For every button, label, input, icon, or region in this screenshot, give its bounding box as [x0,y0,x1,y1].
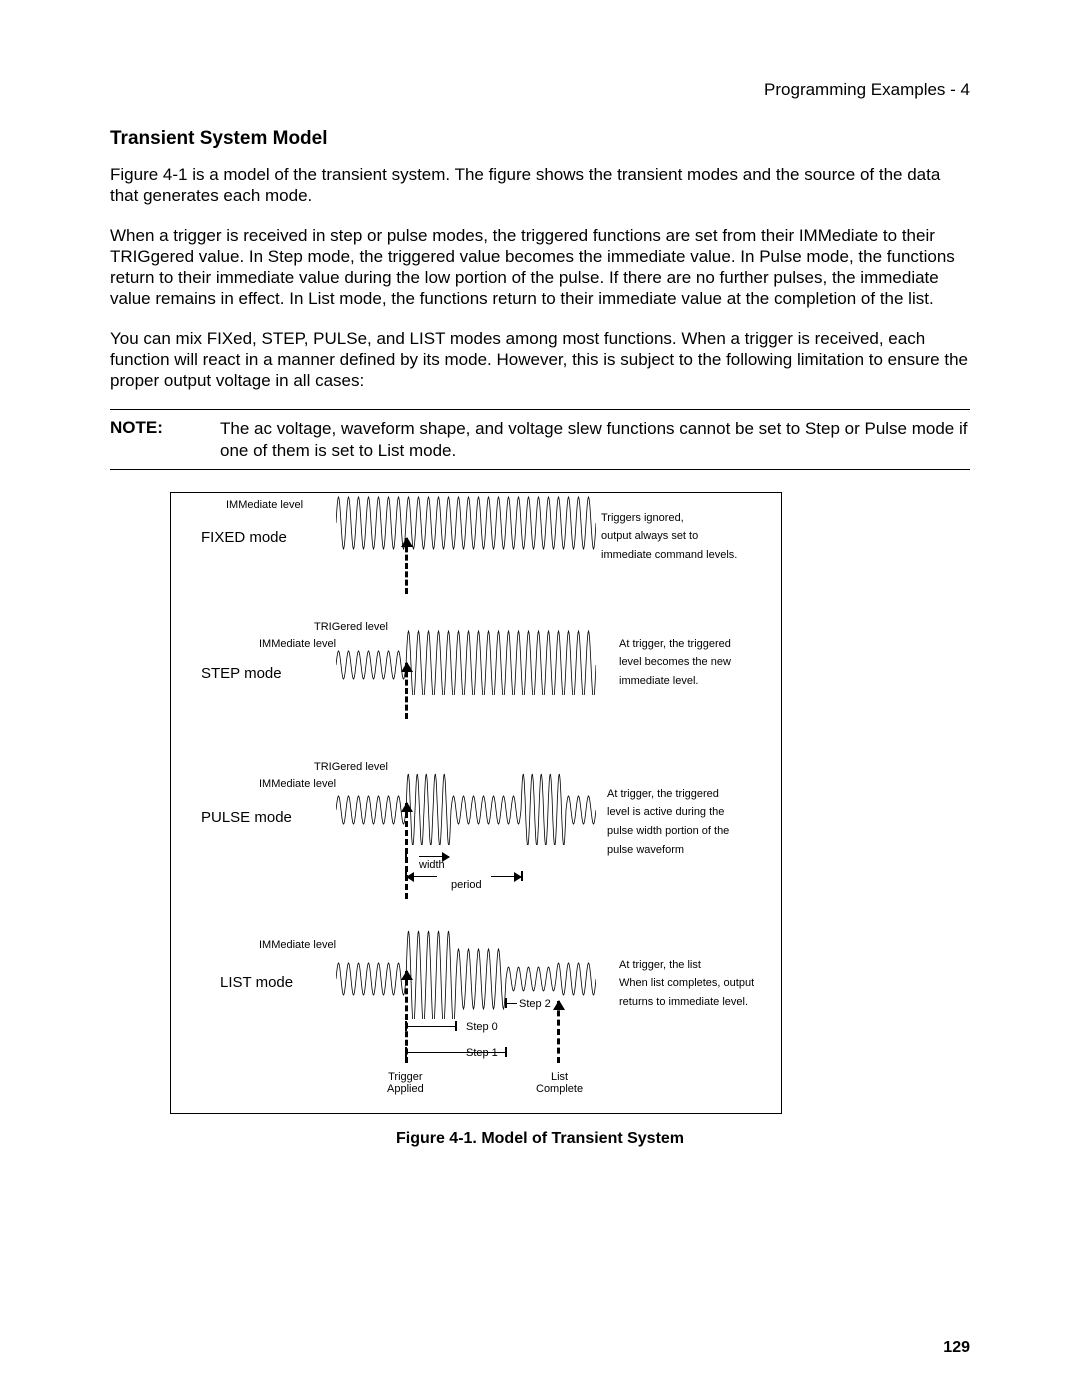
note-block: NOTE: The ac voltage, waveform shape, an… [110,409,970,470]
label-width: width [419,859,445,871]
wave-pulse [336,755,596,845]
trigger-arrow-fixed [405,538,408,594]
mode-fixed: FIXED mode [201,529,287,546]
desc-step: At trigger, the triggered level becomes … [619,635,789,691]
figure-caption: Figure 4-1. Model of Transient System [110,1130,970,1148]
tick-step0-r [455,1021,457,1031]
desc-pulse: At trigger, the triggered level is activ… [607,785,777,860]
arrow-period-left [407,876,437,877]
line-step0 [405,1026,455,1027]
label-period: period [451,879,482,891]
page: Programming Examples - 4 Transient Syste… [0,0,1080,1397]
desc-fixed: Triggers ignored, output always set to i… [601,509,771,565]
mode-pulse: PULSE mode [201,809,292,826]
section-title: Transient System Model [110,128,970,150]
paragraph-1: Figure 4-1 is a model of the transient s… [110,164,970,207]
desc-list: At trigger, the list When list completes… [619,956,789,1012]
note-text: The ac voltage, waveform shape, and volt… [220,418,970,461]
paragraph-3: You can mix FIXed, STEP, PULSe, and LIST… [110,328,970,392]
line-step1 [405,1052,505,1053]
label-immediate-fixed: IMMediate level [226,499,303,511]
wave-step [336,615,596,695]
trigger-arrow-step [405,663,408,719]
label-step1: Step 1 [466,1047,498,1059]
header-chapter: Programming Examples - 4 [110,80,970,100]
tick-step1-r [505,1047,507,1057]
mode-list: LIST mode [220,974,293,991]
label-immediate-pulse: IMMediate level [259,778,336,790]
label-step2: Step 2 [519,998,551,1010]
mode-step: STEP mode [201,665,282,682]
figure-box: IMMediate level FIXED mode Triggers igno… [170,492,782,1114]
paragraph-2: When a trigger is received in step or pu… [110,225,970,310]
label-immediate-step: IMMediate level [259,638,336,650]
arrow-period-right [491,876,521,877]
label-list-complete: List Complete [536,1071,583,1095]
label-step0: Step 0 [466,1021,498,1033]
arrow-width [419,856,449,857]
page-number: 129 [943,1339,970,1357]
tick-width-start [405,851,407,861]
label-immediate-list: IMMediate level [259,939,336,951]
list-complete-arrow [557,1001,560,1063]
line-step2 [505,1003,517,1004]
wave-fixed [336,493,596,553]
label-trigger-applied: Trigger Applied [387,1071,424,1095]
note-label: NOTE: [110,418,220,461]
